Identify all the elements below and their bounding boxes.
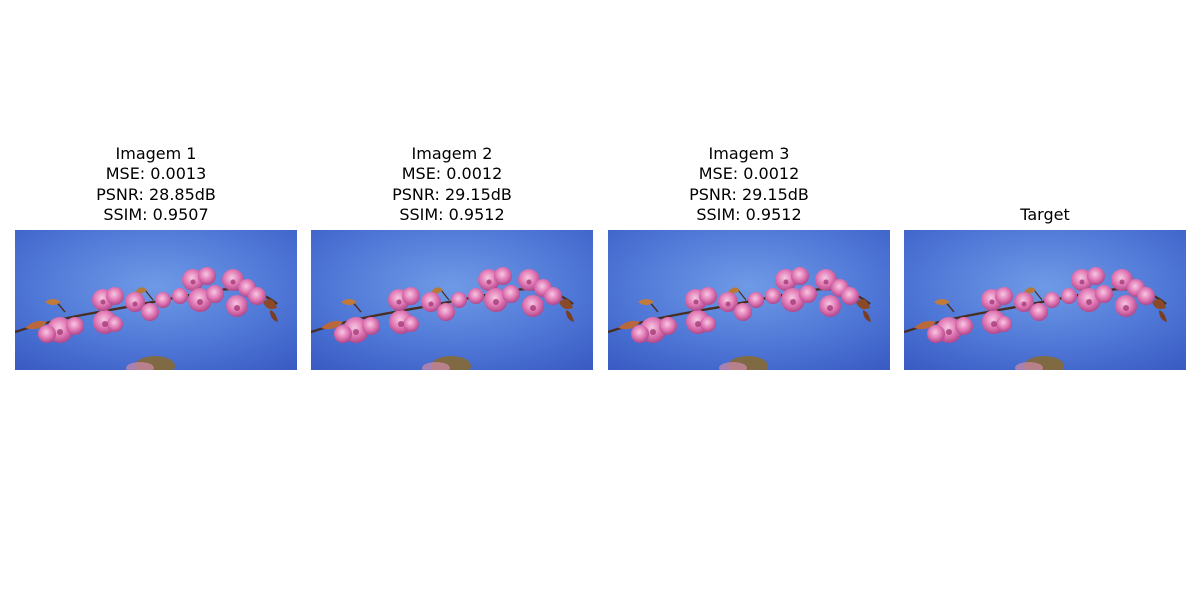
panel-title: Target [904, 205, 1186, 226]
ssim-value: SSIM: 0.9512 [696, 205, 802, 225]
psnr-value: PSNR: 29.15dB [689, 184, 809, 204]
psnr-value: PSNR: 29.15dB [392, 184, 512, 204]
panel-image-2: Imagem 2 MSE: 0.0012 PSNR: 29.15dB SSIM:… [311, 142, 593, 370]
image-label: Imagem 1 [115, 143, 197, 163]
mse-value: MSE: 0.0012 [698, 164, 800, 184]
ssim-value: SSIM: 0.9507 [103, 205, 209, 225]
mse-value: MSE: 0.0013 [105, 164, 207, 184]
image-label: Imagem 2 [411, 143, 493, 163]
psnr-value: PSNR: 28.85dB [96, 184, 216, 204]
panel-title: Imagem 1 MSE: 0.0013 PSNR: 28.85dB SSIM:… [15, 144, 297, 226]
panel-image-1: Imagem 1 MSE: 0.0013 PSNR: 28.85dB SSIM:… [15, 142, 297, 370]
target-label: Target [1020, 205, 1070, 225]
ssim-value: SSIM: 0.9512 [399, 205, 505, 225]
image-label: Imagem 3 [708, 143, 790, 163]
blossom-photo [904, 230, 1186, 370]
blossom-photo [311, 230, 593, 370]
panel-target: Target [904, 142, 1186, 370]
panel-title: Imagem 3 MSE: 0.0012 PSNR: 29.15dB SSIM:… [608, 144, 890, 226]
blossom-photo [15, 230, 297, 370]
panel-image-3: Imagem 3 MSE: 0.0012 PSNR: 29.15dB SSIM:… [608, 142, 890, 370]
mse-value: MSE: 0.0012 [401, 164, 503, 184]
panel-title: Imagem 2 MSE: 0.0012 PSNR: 29.15dB SSIM:… [311, 144, 593, 226]
blossom-photo [608, 230, 890, 370]
